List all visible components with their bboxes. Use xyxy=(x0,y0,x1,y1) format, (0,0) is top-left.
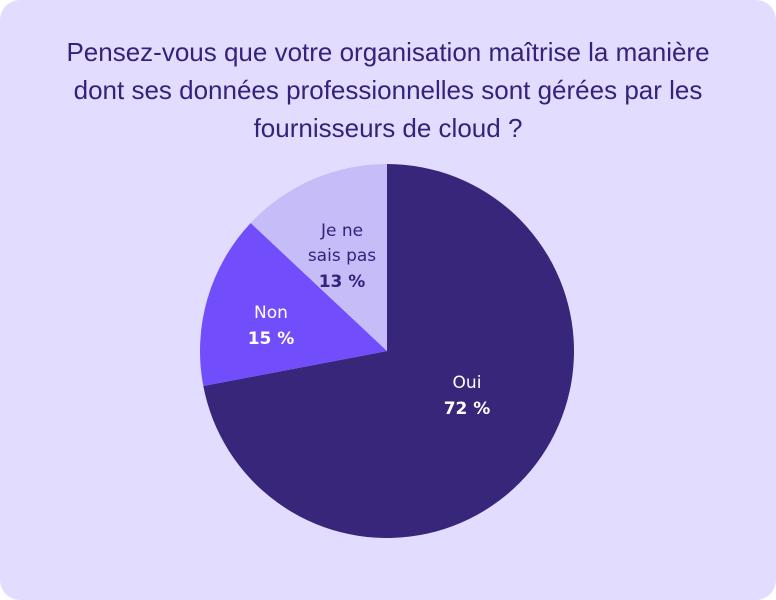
pie-slice-non xyxy=(199,222,387,387)
slice-label-non: Non xyxy=(254,303,288,323)
pie-slice-oui xyxy=(203,164,574,538)
slice-label-oui: Oui xyxy=(453,373,482,393)
slice-label-je-ne-sais-pas-line2: sais pas xyxy=(308,246,376,266)
chart-title-line: fournisseurs de cloud ? xyxy=(253,113,523,143)
pie-slices xyxy=(199,164,574,538)
slice-value-non: 15 % xyxy=(248,329,295,349)
slice-value-je-ne-sais-pas: 13 % xyxy=(319,272,366,292)
slice-value-oui: 72 % xyxy=(444,399,491,419)
chart-title-line: Pensez-vous que votre organisation maîtr… xyxy=(66,37,710,67)
slice-label-je-ne-sais-pas-line1: Je ne xyxy=(320,221,363,241)
chart-title-line: dont ses données professionnelles sont g… xyxy=(73,75,703,105)
chart-title: Pensez-vous que votre organisation maîtr… xyxy=(40,33,736,147)
pie-slice-je-ne-sais-pas xyxy=(250,164,387,351)
